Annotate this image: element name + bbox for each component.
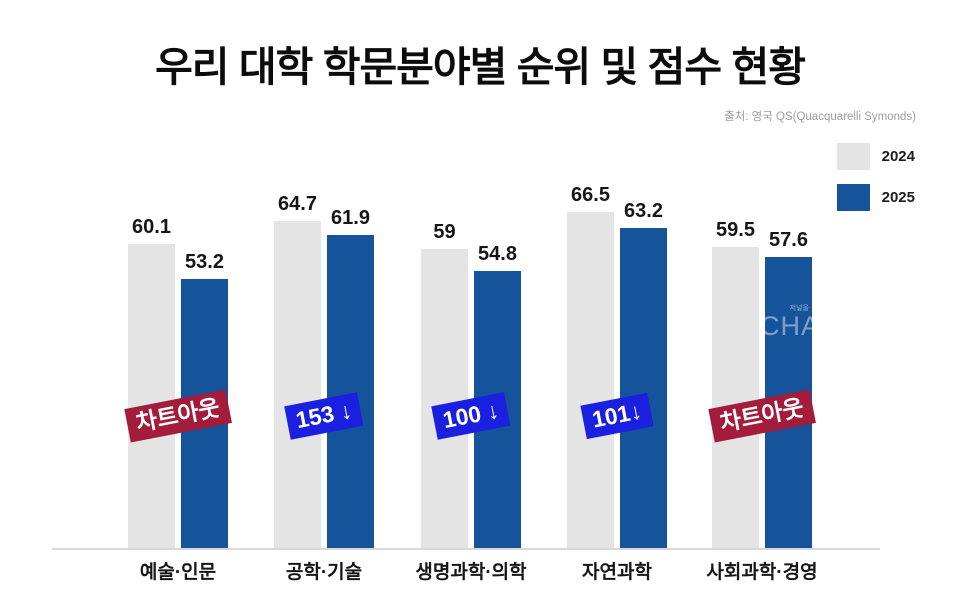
value-label-2024: 66.5 — [571, 184, 610, 206]
value-label-2025: 61.9 — [331, 207, 370, 229]
value-label-2025: 53.2 — [185, 251, 224, 273]
legend-item-2024: 2024 — [836, 143, 915, 170]
value-label-2025: 63.2 — [624, 200, 663, 222]
category-label: 자연과학 — [582, 562, 652, 583]
bar-2024 — [274, 221, 321, 548]
bar-2025 — [327, 235, 374, 548]
bar-2024 — [421, 249, 468, 548]
bar-group: 59.5 저널을 CHA 57.6 차트아웃 사회과학·경영 — [706, 204, 817, 583]
category-label: 사회과학·경영 — [706, 562, 818, 583]
value-label-2024: 60.1 — [132, 216, 171, 238]
bar-group: 59 54.8 100 ↓ 생명과학·의학 — [415, 204, 526, 583]
bar-2025 — [620, 228, 667, 548]
legend-item-2025: 2025 — [836, 184, 915, 211]
watermark-small-text: 저널을 — [789, 305, 809, 312]
category-label: 공학·기술 — [285, 562, 363, 583]
bar-group: 64.7 61.9 153 ↓ 공학·기술 — [274, 193, 374, 583]
value-label-2025: 54.8 — [478, 243, 517, 265]
bar-group: 66.5 63.2 101↓ 자연과학 — [567, 184, 667, 583]
page-title: 우리 대학 학문분야별 순위 및 점수 현황 — [155, 44, 806, 90]
value-label-2024: 59 — [433, 221, 456, 243]
bar-2024 — [712, 247, 759, 548]
category-label: 생명과학·의학 — [415, 562, 527, 583]
bar-2024 — [128, 244, 175, 548]
source-note: 출처: 영국 QS(Quacquarelli Symonds) — [724, 111, 916, 123]
value-label-2024: 59.5 — [716, 219, 755, 241]
category-label: 예술·인문 — [139, 562, 217, 583]
value-label-2025: 57.6 — [769, 229, 808, 251]
legend-swatch-2025 — [836, 184, 870, 211]
legend-label: 2025 — [881, 189, 915, 206]
plot-area: 60.1 53.2 차트아웃 예술·인문 64.7 61.9 153 ↓ 공학·기술 59 54.… — [52, 184, 880, 583]
watermark-logo-text: CHA — [765, 311, 812, 341]
legend: 2024 2025 — [836, 143, 915, 211]
bar-group: 60.1 53.2 차트아웃 예술·인문 — [124, 204, 232, 583]
value-label-2024: 64.7 — [278, 193, 317, 215]
legend-swatch-2024 — [836, 143, 870, 170]
bar-2024 — [567, 212, 614, 548]
legend-label: 2024 — [881, 148, 915, 165]
